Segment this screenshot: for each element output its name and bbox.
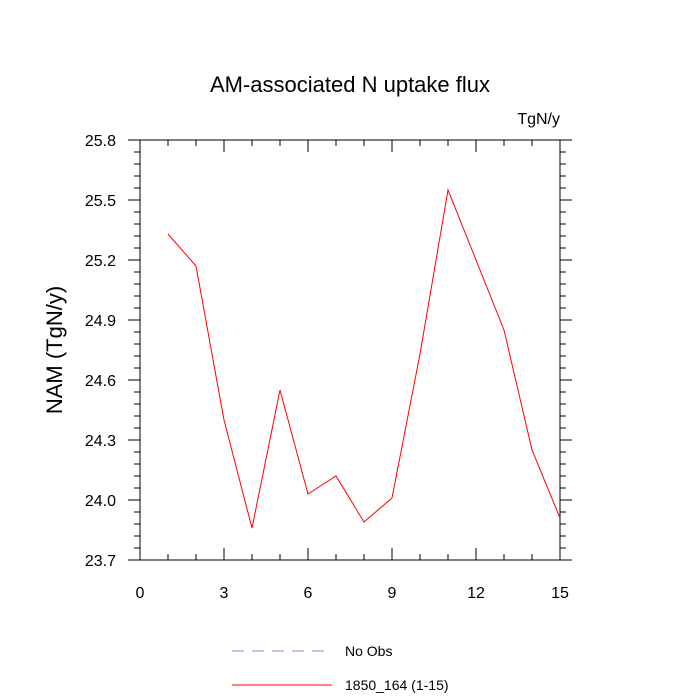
y-tick-label: 24.6: [85, 373, 116, 390]
y-tick-label: 24.3: [85, 433, 116, 450]
y-tick-label: 25.2: [85, 253, 116, 270]
series-point: [250, 526, 255, 531]
x-tick-label: 15: [551, 585, 569, 602]
series-point: [446, 188, 451, 193]
units-label: TgN/y: [517, 111, 560, 128]
series-point: [194, 264, 199, 269]
legend-label-no-obs: No Obs: [345, 643, 392, 659]
series-point: [334, 474, 339, 479]
y-tick-label: 24.9: [85, 313, 116, 330]
x-tick-label: 3: [220, 585, 229, 602]
series-layer: [166, 188, 563, 531]
y-tick-label: 23.7: [85, 553, 116, 570]
axis-tick-labels: 0 3 6 9 12 15 23.7 24.0 24.3 24.6 24.9 25.2 25.5 25.8: [85, 133, 569, 602]
series-point: [474, 258, 479, 263]
x-tick-label: 0: [136, 585, 145, 602]
series-point: [166, 232, 171, 237]
y-tick-label: 25.8: [85, 133, 116, 150]
legend-label-series: 1850_164 (1-15): [345, 677, 449, 693]
series-line: [167, 188, 561, 529]
series-point: [362, 520, 367, 525]
x-tick-label: 6: [304, 585, 313, 602]
series-point: [530, 448, 535, 453]
legend: No Obs 1850_164 (1-15): [232, 643, 449, 693]
chart-title: AM-associated N uptake flux: [210, 72, 490, 97]
y-tick-label: 25.5: [85, 193, 116, 210]
series-point: [502, 328, 507, 333]
y-axis-label: NAM (TgN/y): [42, 286, 67, 414]
series-point: [306, 492, 311, 497]
x-tick-label: 12: [467, 585, 485, 602]
series-point: [418, 352, 423, 357]
plot-frame: [139, 139, 561, 561]
series-point: [222, 418, 227, 423]
x-tick-label: 9: [388, 585, 397, 602]
series-point: [278, 388, 283, 393]
series-point: [558, 516, 563, 521]
y-tick-label: 24.0: [85, 493, 116, 510]
series-point: [390, 496, 395, 501]
axis-ticks: [128, 139, 572, 561]
